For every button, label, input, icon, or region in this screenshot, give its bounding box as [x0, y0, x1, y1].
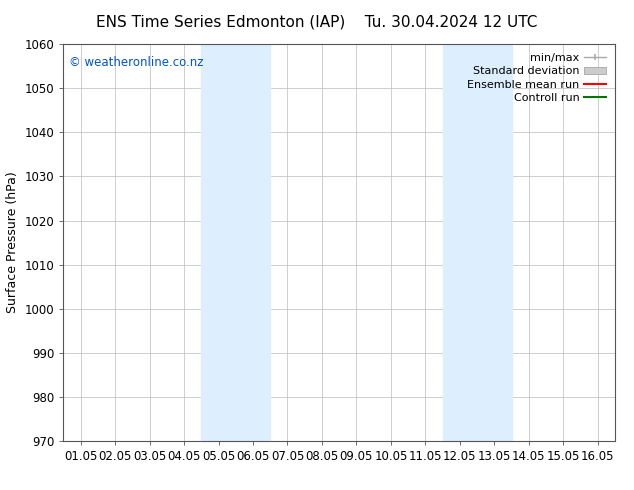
Text: © weatheronline.co.nz: © weatheronline.co.nz — [69, 56, 204, 69]
Bar — [202, 44, 270, 441]
Bar — [443, 44, 512, 441]
Text: ENS Time Series Edmonton (IAP)    Tu. 30.04.2024 12 UTC: ENS Time Series Edmonton (IAP) Tu. 30.04… — [96, 15, 538, 30]
Legend: min/max, Standard deviation, Ensemble mean run, Controll run: min/max, Standard deviation, Ensemble me… — [464, 49, 609, 106]
Y-axis label: Surface Pressure (hPa): Surface Pressure (hPa) — [6, 172, 19, 314]
